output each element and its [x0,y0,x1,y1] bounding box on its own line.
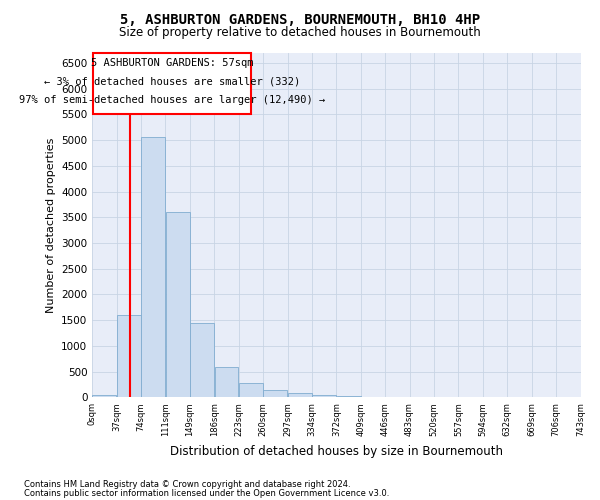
Text: 97% of semi-detached houses are larger (12,490) →: 97% of semi-detached houses are larger (… [19,96,325,106]
Text: 5 ASHBURTON GARDENS: 57sqm: 5 ASHBURTON GARDENS: 57sqm [91,58,253,68]
Text: Contains public sector information licensed under the Open Government Licence v3: Contains public sector information licen… [24,488,389,498]
Bar [92,395,116,398]
Text: 5, ASHBURTON GARDENS, BOURNEMOUTH, BH10 4HP: 5, ASHBURTON GARDENS, BOURNEMOUTH, BH10 … [120,12,480,26]
Text: Size of property relative to detached houses in Bournemouth: Size of property relative to detached ho… [119,26,481,39]
Bar [312,395,336,398]
Y-axis label: Number of detached properties: Number of detached properties [46,138,56,312]
Bar [93,52,251,114]
Text: Contains HM Land Registry data © Crown copyright and database right 2024.: Contains HM Land Registry data © Crown c… [24,480,350,489]
Bar [117,315,141,398]
Bar [142,138,165,398]
Bar [166,212,190,398]
Bar [263,390,287,398]
Text: ← 3% of detached houses are smaller (332): ← 3% of detached houses are smaller (332… [44,77,300,87]
Bar [215,366,238,398]
Bar [337,396,361,398]
Bar [239,383,263,398]
Bar [288,394,312,398]
Bar [190,323,214,398]
X-axis label: Distribution of detached houses by size in Bournemouth: Distribution of detached houses by size … [170,444,503,458]
